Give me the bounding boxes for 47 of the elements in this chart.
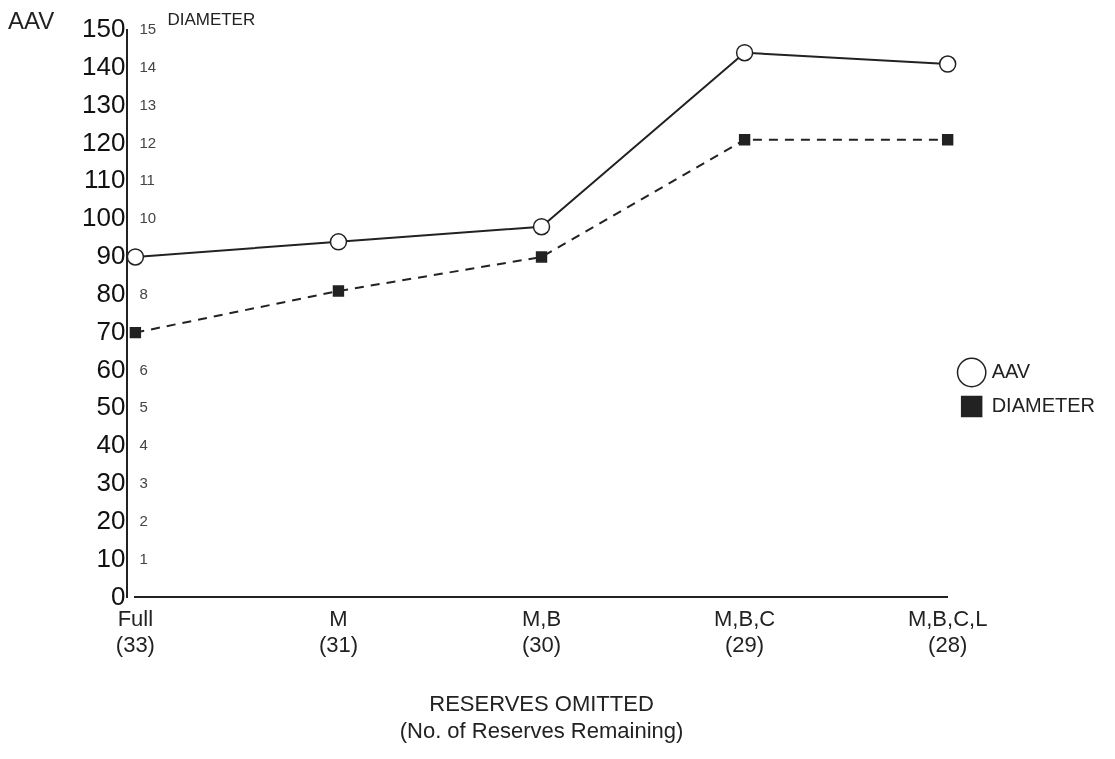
x-tick-label: M,B,C,L (28) [907,605,988,658]
y2-tick-label: 12 [139,133,157,151]
legend-label: DIAMETER [991,394,1095,417]
y2-tick-label: 3 [139,474,148,492]
point [332,285,345,297]
y2-tick-label: 6 [139,360,148,378]
x-axis-title: RESERVES OMITTED (No. of Reserves Remaining) [399,691,684,743]
point [735,43,754,62]
y2-tick-label: 10 [139,209,157,227]
y2-tick-label: 11 [139,171,155,189]
y2-tick-label: 15 [139,20,157,38]
y-tick-label: 120 [81,126,126,157]
point [129,326,142,339]
x-tick-label: M,B (30) [521,605,562,658]
x-tick-label: M,B,C (29) [714,605,776,658]
y2-tick-label: 14 [139,57,157,75]
point [535,251,548,263]
y-tick-label: 20 [96,504,126,535]
y-tick-label: 80 [96,277,126,308]
y-tick-label: 50 [96,391,126,422]
y-tick-label: 100 [81,202,126,233]
y-tick-label: 90 [96,240,126,271]
y-tick-label: 40 [96,429,126,460]
point [938,55,957,73]
point [941,134,954,146]
y-tick-label: 10 [96,542,126,573]
y2-tick-label: 8 [139,284,148,302]
point [532,217,551,236]
y-tick-label: 70 [96,315,126,346]
y-axis-title: AAV [8,6,55,34]
y2-tick-label: 5 [139,398,148,416]
x-tick-label: M (31) [318,605,359,658]
y-tick-label: 150 [81,13,126,44]
y2-tick-label: 13 [139,95,157,113]
y2-tick-label: 4 [139,436,148,454]
point [738,134,751,146]
y2-axis-title: DIAMETER [167,9,256,29]
point [329,233,348,251]
y-tick-label: 60 [96,353,126,384]
y-tick-label: 30 [96,467,126,498]
y-tick-label: 130 [81,88,126,119]
y-tick-label: 140 [81,51,126,81]
y2-tick-label: 2 [139,511,148,529]
y-tick-label: 110 [83,164,126,195]
legend-label: AAV [991,360,1031,383]
point [126,248,145,266]
y2-tick-label: 1 [139,549,148,567]
